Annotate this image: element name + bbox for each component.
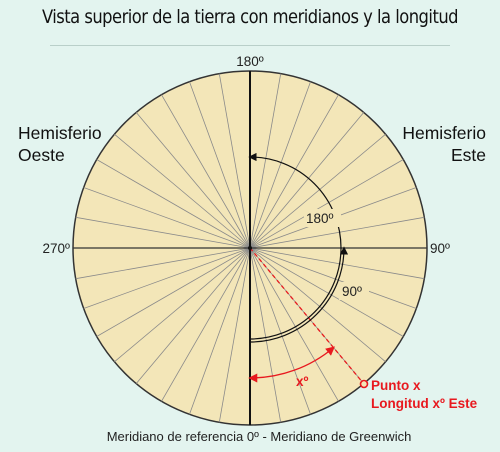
meridian-line xyxy=(189,81,251,249)
meridian-line xyxy=(189,247,251,415)
meridian-line xyxy=(114,247,251,363)
west-hemisphere-line1: Hemisferio xyxy=(18,123,102,143)
point-x-longitude: Longitud xº Este xyxy=(371,396,478,411)
meridian-line xyxy=(83,247,251,309)
east-hemisphere-line1: Hemisferio xyxy=(402,123,486,143)
meridian-line xyxy=(75,247,251,280)
east-hemisphere-line2: Este xyxy=(451,145,486,165)
meridian-line xyxy=(83,187,251,249)
point-x-radius xyxy=(249,247,365,385)
meridian-line xyxy=(249,247,311,415)
meridian-line xyxy=(249,216,425,249)
meridian-line xyxy=(249,247,386,363)
meridian-line xyxy=(218,247,251,423)
label-180-top: 180º xyxy=(236,54,264,69)
label-270-left: 270º xyxy=(43,241,71,256)
arc-90 xyxy=(249,246,349,343)
meridian-line xyxy=(249,94,339,249)
meridian-line xyxy=(249,247,404,337)
diagram-title: Vista superior de la tierra con meridian… xyxy=(41,6,459,28)
meridian-line xyxy=(249,112,365,249)
meridian-line xyxy=(161,247,251,402)
label-arc-xdeg: xº xyxy=(296,374,309,389)
point-x-marker xyxy=(359,379,369,389)
label-arc-180: 180º xyxy=(306,211,334,226)
meridian-line xyxy=(135,247,251,384)
center-point xyxy=(248,246,252,250)
meridian-line xyxy=(249,81,311,249)
meridian-line xyxy=(161,94,251,249)
meridian-line xyxy=(249,133,386,249)
meridian-line xyxy=(96,247,251,337)
arc-xdeg xyxy=(248,346,335,383)
meridian-line xyxy=(249,247,417,309)
label-arc-90-bg xyxy=(339,282,369,300)
meridian-line xyxy=(96,159,251,249)
diagram-caption: Meridiano de referencia 0º - Meridiano d… xyxy=(107,429,412,444)
meridian-line xyxy=(135,112,251,249)
label-arc-90: 90º xyxy=(342,284,362,299)
meridian-line xyxy=(249,159,404,249)
label-arc-180-bg xyxy=(304,209,341,227)
west-hemisphere-line2: Oeste xyxy=(18,145,65,165)
meridian-line xyxy=(75,216,251,249)
meridian-line xyxy=(249,73,282,249)
meridian-line xyxy=(249,247,425,280)
title-divider xyxy=(50,45,450,46)
label-90-right: 90º xyxy=(430,241,450,256)
meridian-line xyxy=(249,247,282,423)
meridian-line xyxy=(114,133,251,249)
meridian-lines xyxy=(75,73,425,423)
point-x-title: Punto x xyxy=(371,378,421,393)
meridian-line xyxy=(218,73,251,249)
